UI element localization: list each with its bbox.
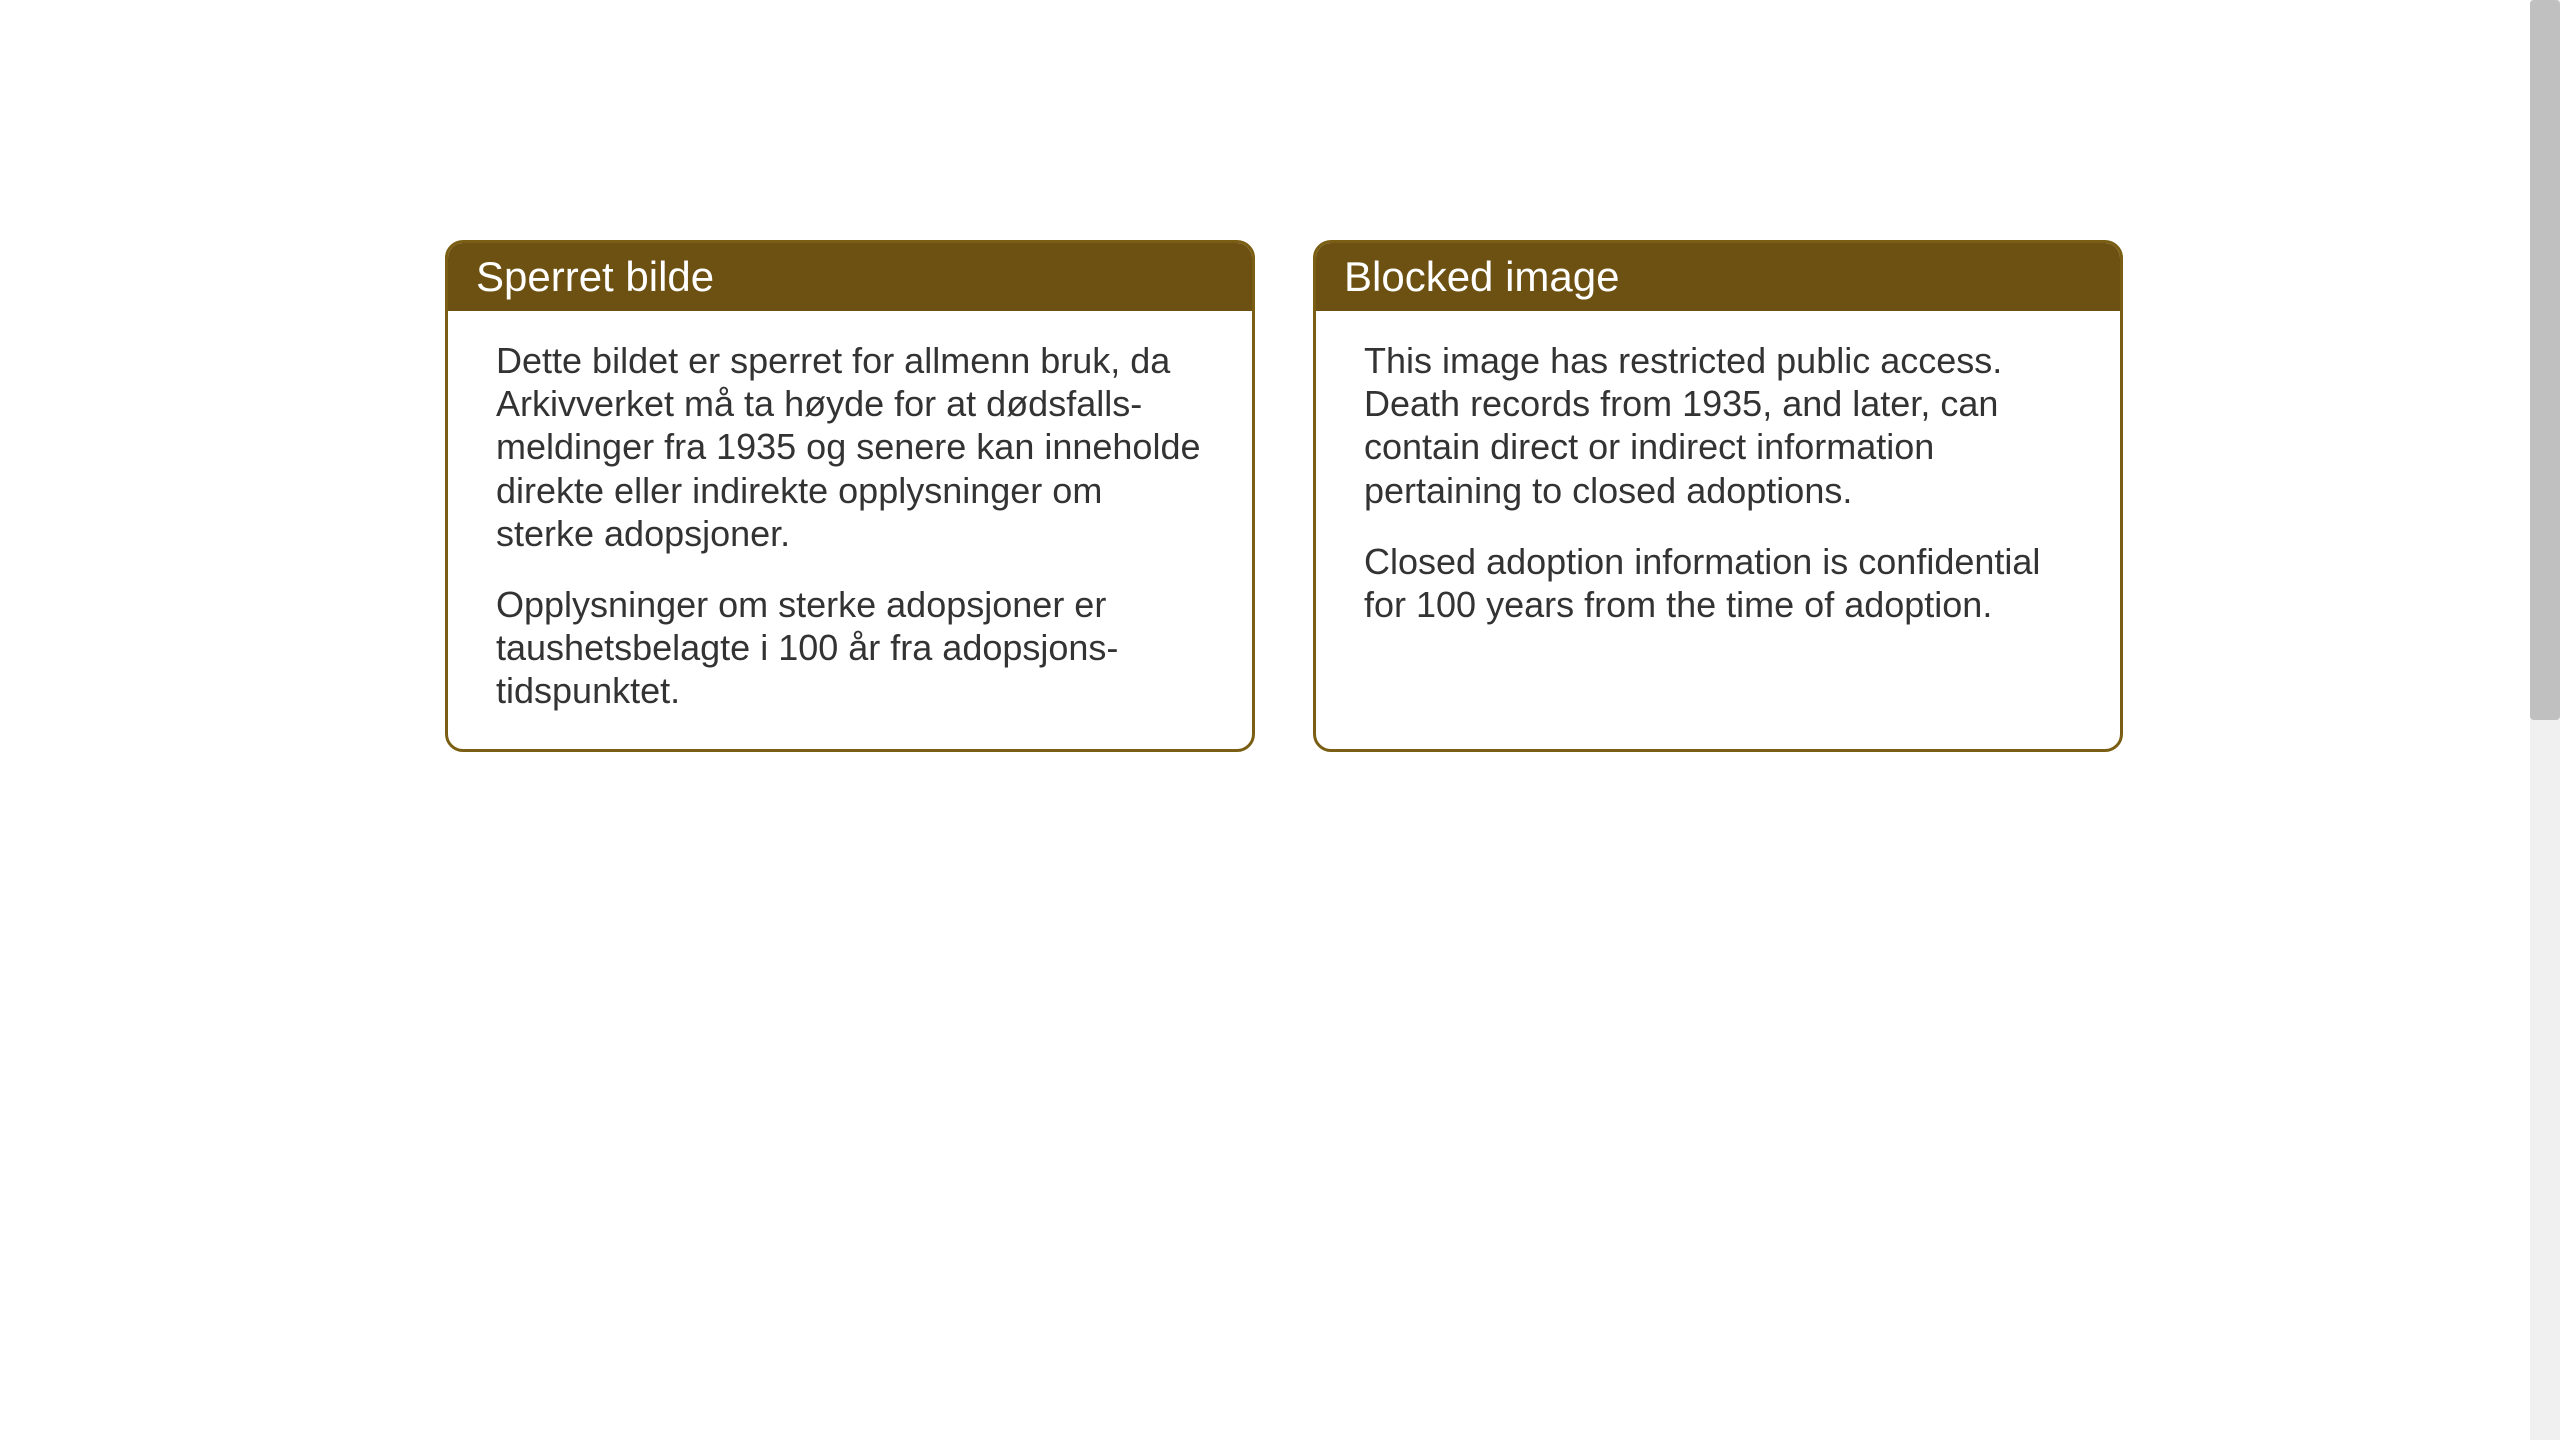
english-paragraph-1: This image has restricted public access.…: [1364, 339, 2072, 512]
english-card-body: This image has restricted public access.…: [1316, 311, 2120, 662]
vertical-scrollbar-thumb[interactable]: [2530, 0, 2560, 720]
english-paragraph-2: Closed adoption information is confident…: [1364, 540, 2072, 626]
english-notice-card: Blocked image This image has restricted …: [1313, 240, 2123, 752]
norwegian-notice-card: Sperret bilde Dette bildet er sperret fo…: [445, 240, 1255, 752]
norwegian-card-body: Dette bildet er sperret for allmenn bruk…: [448, 311, 1252, 749]
english-card-title: Blocked image: [1316, 243, 2120, 311]
notice-container: Sperret bilde Dette bildet er sperret fo…: [445, 240, 2123, 752]
norwegian-card-title: Sperret bilde: [448, 243, 1252, 311]
norwegian-paragraph-2: Opplysninger om sterke adopsjoner er tau…: [496, 583, 1204, 713]
vertical-scrollbar-track[interactable]: [2530, 0, 2560, 1440]
norwegian-paragraph-1: Dette bildet er sperret for allmenn bruk…: [496, 339, 1204, 555]
